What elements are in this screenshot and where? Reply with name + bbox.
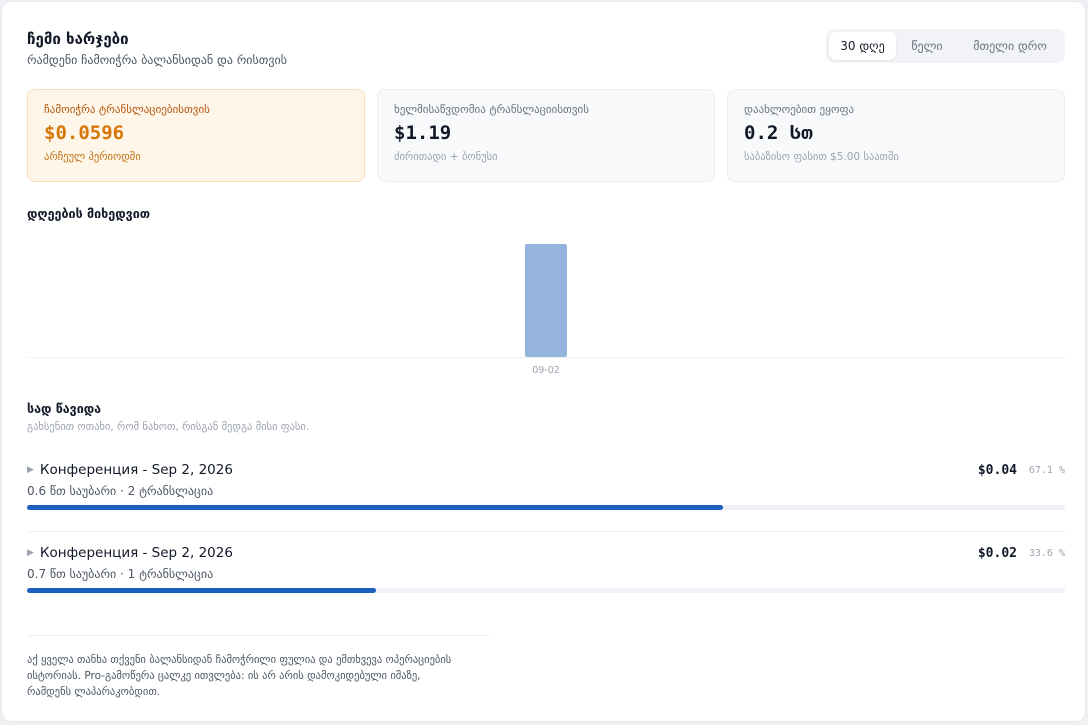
room-meta: 0.7 წთ საუბარი · 1 ტრანსლაცია	[27, 567, 214, 581]
tab-year[interactable]: წელი	[911, 39, 943, 53]
stat-estimate: დაახლოებით ეყოფა 0.2 სთ საბაზისო ფასით $…	[727, 89, 1065, 182]
tab-all-time[interactable]: მთელი დრო	[973, 39, 1047, 53]
stat-available-value: $1.19	[394, 122, 452, 144]
stat-charged: ჩამოიჭრა ტრანსლაციებისთვის $0.0596 არჩეუ…	[27, 89, 365, 182]
x-tick-label: 09-02	[532, 365, 560, 376]
item-divider	[27, 531, 1065, 532]
room-share-bar	[27, 588, 1065, 593]
stat-charged-value: $0.0596	[44, 122, 125, 144]
room-name[interactable]: ▶ Конференция - Sep 2, 2026	[27, 462, 233, 478]
stat-charged-label: ჩამოიჭრა ტრანსლაციებისთვის	[44, 103, 210, 116]
triangle-right-icon: ▶	[27, 465, 34, 475]
room-percent: 33.6 %	[1028, 548, 1065, 559]
stat-estimate-label: დაახლოებით ეყოფა	[744, 103, 855, 116]
footnote: აქ ყველა თანხა თქვენი ბალანსიდან ჩამოჭრი…	[27, 654, 452, 698]
room-share-fill	[27, 505, 724, 510]
room-amount: $0.04	[977, 463, 1017, 478]
room-share-bar	[27, 505, 1065, 510]
room-name-label: Конференция - Sep 2, 2026	[39, 545, 233, 561]
room-item[interactable]: ▶ Конференция - Sep 2, 2026 0.6 წთ საუბა…	[27, 462, 1065, 532]
room-name-label: Конференция - Sep 2, 2026	[39, 462, 233, 478]
day-bar[interactable]	[525, 244, 567, 357]
page-title: ჩემი ხარჯები	[27, 30, 129, 48]
room-percent: 67.1 %	[1028, 465, 1065, 476]
stat-available: ხელმისაწვდომია ტრანსლაციისთვის $1.19 ძირ…	[377, 89, 715, 182]
range-selector: 30 დღე წელი მთელი დრო	[826, 29, 1065, 63]
room-item[interactable]: ▶ Конференция - Sep 2, 2026 0.7 წთ საუბა…	[27, 545, 1065, 615]
by-day-title: დღეების მიხედვით	[27, 206, 151, 221]
daily-bar-chart: 09-02	[27, 244, 1065, 376]
stat-available-note: ძირითადი + ბონუსი	[394, 151, 498, 163]
footnote-divider	[27, 635, 490, 636]
stat-available-label: ხელმისაწვდომია ტრანსლაციისთვის	[394, 103, 589, 116]
page-subtitle: რამდენი ჩამოიჭრა ბალანსიდან და რისთვის	[27, 53, 288, 67]
triangle-right-icon: ▶	[27, 548, 34, 558]
room-meta: 0.6 წთ საუბარი · 2 ტრანსლაცია	[27, 484, 214, 498]
stat-estimate-note: საბაზისო ფასით $5.00 საათში	[744, 151, 899, 163]
room-share-fill	[27, 588, 376, 593]
breakdown-subtitle: გახსენით ოთახი, რომ ნახოთ, რისგან შედგა …	[27, 421, 310, 433]
room-amount: $0.02	[977, 546, 1017, 561]
stat-estimate-value: 0.2 სთ	[744, 122, 813, 144]
stat-charged-note: არჩეულ პერიოდში	[44, 151, 141, 163]
breakdown-title: სად წავიდა	[27, 401, 102, 416]
tab-30-days[interactable]: 30 დღე	[829, 32, 896, 60]
room-name[interactable]: ▶ Конференция - Sep 2, 2026	[27, 545, 233, 561]
